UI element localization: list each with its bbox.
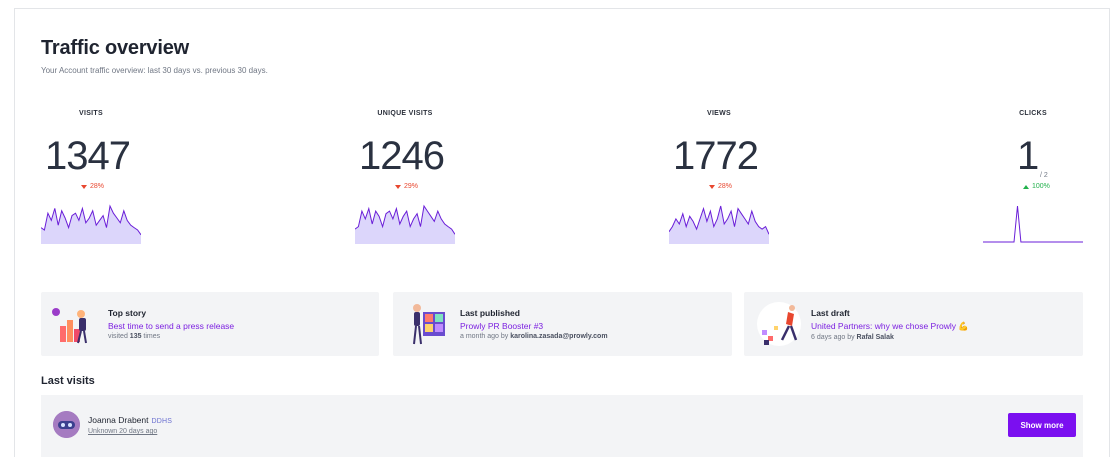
visitor-name: Joanna Drabent DDHS	[88, 415, 172, 425]
sparkline-area	[669, 206, 769, 244]
last-draft-link[interactable]: United Partners: why we chose Prowly 💪	[811, 321, 969, 331]
card-meta: visited 135 times	[108, 333, 234, 340]
avatar	[53, 411, 80, 438]
page-subtitle: Your Account traffic overview: last 30 d…	[41, 66, 268, 75]
arrow-up-icon	[1023, 184, 1029, 189]
board-illustration-icon	[413, 304, 445, 345]
card-meta-prefix: a month ago by	[460, 333, 511, 340]
sparkline-area	[355, 206, 455, 244]
last-published-card: Last published Prowly PR Booster #3 a mo…	[393, 292, 732, 356]
page-title: Traffic overview	[41, 37, 189, 59]
unique-visits-sparkline	[355, 204, 455, 244]
metric-trend: 28%	[81, 183, 104, 190]
last-published-link[interactable]: Prowly PR Booster #3	[460, 321, 544, 331]
card-title: Last published	[460, 308, 520, 318]
sparkline-line	[983, 205, 1083, 243]
show-more-button[interactable]: Show more	[1008, 413, 1076, 437]
visits-sparkline	[41, 204, 141, 244]
visitor-meta-link[interactable]: Unknown 20 days ago	[88, 428, 158, 435]
metric-trend-value: 100%	[1032, 183, 1050, 190]
metric-label: VISITS	[79, 110, 103, 117]
sparkline-area	[41, 206, 141, 244]
metric-clicks: CLICKS 1 100%	[983, 110, 1103, 243]
card-meta-prefix: 6 days ago by	[811, 334, 857, 341]
card-meta: 6 days ago by Rafal Salak	[811, 334, 969, 341]
card-meta-suffix: times	[141, 333, 161, 340]
metric-unique-visits: UNIQUE VISITS 1246 29%	[355, 110, 475, 244]
card-meta-prefix: visited	[108, 333, 130, 340]
card-meta-count: 135	[129, 333, 142, 340]
metric-trend-value: 28%	[718, 183, 733, 190]
visitor-org-tag: DDHS	[151, 418, 173, 425]
traffic-panel	[14, 8, 1110, 457]
arrow-down-icon	[81, 184, 87, 189]
metric-trend: 29%	[395, 183, 418, 190]
top-story-link[interactable]: Best time to send a press release	[108, 321, 235, 331]
juggler-illustration-icon	[757, 302, 801, 346]
metric-visits: VISITS 1347 28%	[41, 110, 161, 244]
chart-illustration-icon	[52, 308, 87, 344]
last-visits-heading: Last visits	[41, 375, 95, 387]
card-meta-author: Rafal Salak	[856, 334, 894, 341]
last-draft-card: Last draft United Partners: why we chose…	[744, 292, 1083, 356]
sparkline-line	[669, 205, 769, 235]
robot-avatar-icon	[53, 411, 80, 438]
card-meta-author: karolina.zasada@prowly.com	[510, 333, 608, 340]
metric-trend-value: 28%	[90, 183, 105, 190]
clicks-sparkline	[983, 205, 1083, 243]
metric-value: 1347	[45, 134, 131, 178]
metric-label: VIEWS	[706, 110, 732, 117]
card-title: Last draft	[811, 308, 850, 318]
metric-label: CLICKS	[1019, 110, 1047, 117]
arrow-down-icon	[709, 184, 715, 189]
metric-value: 1	[1017, 134, 1039, 178]
card-title: Top story	[108, 308, 147, 318]
last-visit-row: Joanna Drabent DDHS Unknown 20 days ago S…	[41, 395, 1083, 457]
metric-value: 1246	[359, 134, 445, 178]
metric-trend-value: 29%	[404, 183, 419, 190]
top-story-card: Top story Best time to send a press rele…	[41, 292, 379, 356]
metric-label: UNIQUE VISITS	[377, 110, 433, 117]
visitor-name-text: Joanna Drabent	[88, 415, 149, 425]
metric-trend: 28%	[709, 183, 732, 190]
clicks-total: / 2	[1040, 172, 1048, 179]
arrow-down-icon	[395, 184, 401, 189]
card-meta: a month ago by karolina.zasada@prowly.co…	[460, 333, 608, 340]
views-sparkline	[669, 205, 769, 244]
sparkline-line	[41, 204, 141, 236]
metric-trend: 100%	[1023, 183, 1050, 190]
sparkline-line	[355, 204, 455, 235]
metric-value: 1772	[673, 134, 759, 178]
metric-views: VIEWS 1772 28%	[669, 110, 789, 244]
